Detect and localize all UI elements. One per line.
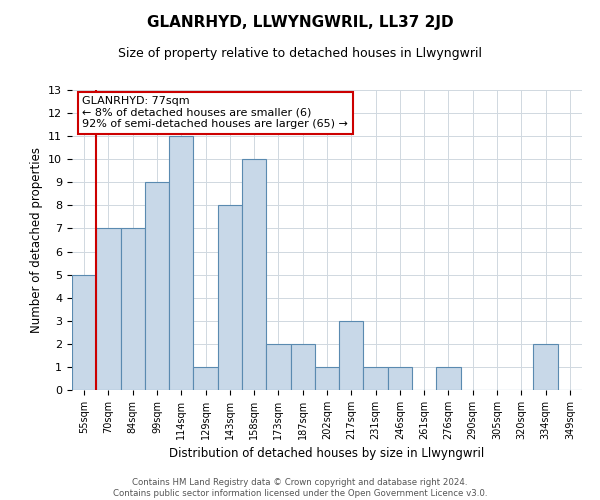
Bar [266, 344, 290, 390]
Bar [242, 159, 266, 390]
Bar [339, 321, 364, 390]
Bar [290, 344, 315, 390]
Text: Contains HM Land Registry data © Crown copyright and database right 2024.
Contai: Contains HM Land Registry data © Crown c… [113, 478, 487, 498]
Bar [145, 182, 169, 390]
Bar [169, 136, 193, 390]
Bar [218, 206, 242, 390]
Y-axis label: Number of detached properties: Number of detached properties [29, 147, 43, 333]
Bar [193, 367, 218, 390]
X-axis label: Distribution of detached houses by size in Llwyngwril: Distribution of detached houses by size … [169, 448, 485, 460]
Text: Size of property relative to detached houses in Llwyngwril: Size of property relative to detached ho… [118, 48, 482, 60]
Bar [315, 367, 339, 390]
Text: GLANRHYD, LLWYNGWRIL, LL37 2JD: GLANRHYD, LLWYNGWRIL, LL37 2JD [146, 15, 454, 30]
Bar [388, 367, 412, 390]
Bar [436, 367, 461, 390]
Bar [96, 228, 121, 390]
Bar [364, 367, 388, 390]
Text: GLANRHYD: 77sqm
← 8% of detached houses are smaller (6)
92% of semi-detached hou: GLANRHYD: 77sqm ← 8% of detached houses … [82, 96, 348, 129]
Bar [121, 228, 145, 390]
Bar [72, 274, 96, 390]
Bar [533, 344, 558, 390]
